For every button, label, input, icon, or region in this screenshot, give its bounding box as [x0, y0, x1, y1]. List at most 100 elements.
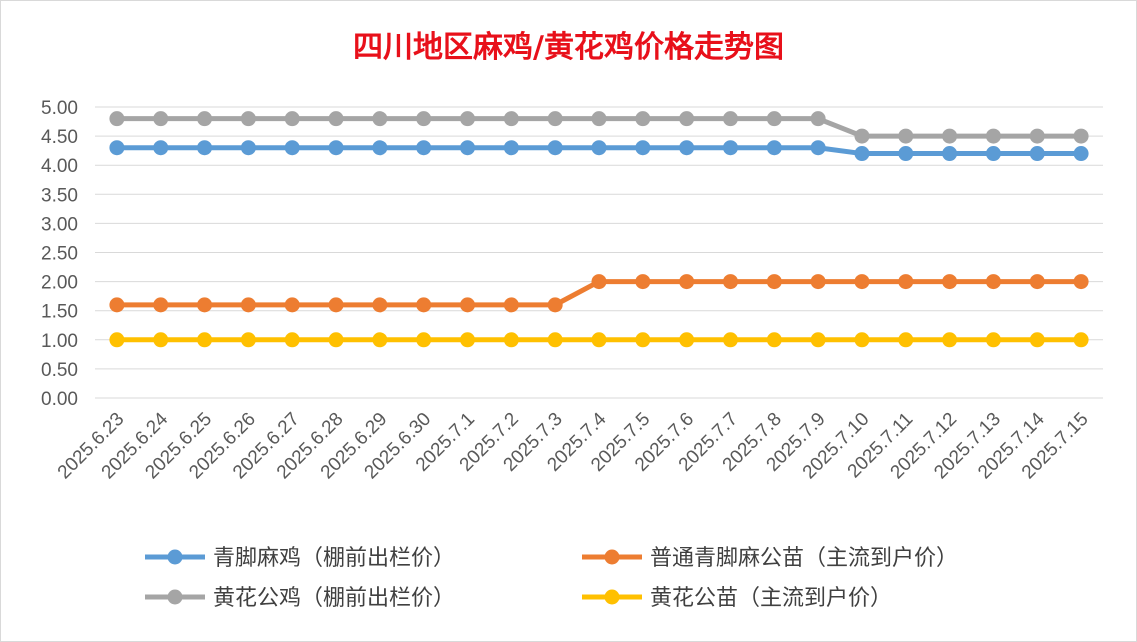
data-point — [1073, 274, 1089, 290]
data-point — [503, 297, 519, 313]
data-point — [240, 140, 256, 156]
legend-item: 普通青脚麻公苗（主流到户价） — [582, 546, 958, 571]
data-point — [460, 111, 476, 127]
data-point — [328, 111, 344, 127]
data-point — [1073, 146, 1089, 162]
data-point — [766, 274, 782, 290]
data-point — [416, 111, 432, 127]
data-point — [547, 332, 563, 348]
y-tick-label: 1.50 — [41, 302, 78, 323]
data-point — [942, 128, 958, 144]
y-tick-label: 0.50 — [41, 360, 78, 381]
data-point — [1029, 332, 1045, 348]
data-point — [197, 140, 213, 156]
legend-swatch-marker — [167, 549, 183, 565]
data-point — [854, 332, 870, 348]
data-point — [985, 128, 1001, 144]
data-point — [372, 332, 388, 348]
data-point — [898, 146, 914, 162]
data-point — [942, 146, 958, 162]
data-point — [197, 111, 213, 127]
data-point — [284, 111, 300, 127]
data-point — [372, 297, 388, 313]
legend-swatch-marker — [167, 589, 183, 605]
data-point — [1073, 128, 1089, 144]
series-1 — [109, 140, 1089, 162]
data-point — [240, 332, 256, 348]
data-point — [547, 140, 563, 156]
data-point — [854, 128, 870, 144]
legend: 青脚麻鸡（棚前出栏价） 普通青脚麻公苗（主流到户价） 黄花公鸡（棚前出栏价） 黄花公苗… — [145, 546, 958, 611]
y-axis-ticks: 0.00 0.50 1.00 1.50 2.00 2.50 3.00 3.50 4.00 4.50… — [41, 98, 78, 410]
data-point — [1029, 146, 1045, 162]
data-point — [722, 332, 738, 348]
series-group — [109, 111, 1089, 348]
data-point — [153, 111, 169, 127]
data-point — [1029, 128, 1045, 144]
data-point — [503, 140, 519, 156]
data-point — [547, 111, 563, 127]
y-tick-label: 2.00 — [41, 273, 78, 294]
series-3 — [109, 111, 1089, 144]
data-point — [854, 146, 870, 162]
data-point — [328, 297, 344, 313]
data-point — [766, 140, 782, 156]
data-point — [372, 140, 388, 156]
y-tick-label: 1.00 — [41, 331, 78, 352]
data-point — [460, 297, 476, 313]
y-tick-label: 3.50 — [41, 185, 78, 206]
legend-swatch-marker — [604, 549, 620, 565]
data-point — [460, 332, 476, 348]
data-point — [898, 332, 914, 348]
data-point — [503, 111, 519, 127]
data-point — [153, 332, 169, 348]
data-point — [109, 111, 125, 127]
data-point — [109, 297, 125, 313]
data-point — [722, 111, 738, 127]
legend-item: 青脚麻鸡（棚前出栏价） — [145, 546, 455, 571]
data-point — [503, 332, 519, 348]
legend-label: 普通青脚麻公苗（主流到户价） — [650, 546, 958, 571]
legend-swatch-marker — [604, 589, 620, 605]
data-point — [985, 146, 1001, 162]
data-point — [547, 297, 563, 313]
data-point — [942, 274, 958, 290]
data-point — [679, 140, 695, 156]
data-point — [766, 332, 782, 348]
data-point — [153, 140, 169, 156]
data-point — [810, 140, 826, 156]
data-point — [372, 111, 388, 127]
legend-label: 黄花公鸡（棚前出栏价） — [213, 586, 455, 611]
data-point — [109, 332, 125, 348]
data-point — [1029, 274, 1045, 290]
y-tick-label: 5.00 — [41, 98, 78, 119]
y-tick-label: 0.00 — [41, 389, 78, 410]
data-point — [416, 332, 432, 348]
data-point — [898, 128, 914, 144]
data-point — [635, 332, 651, 348]
data-point — [854, 274, 870, 290]
y-tick-label: 4.00 — [41, 156, 78, 177]
data-point — [810, 274, 826, 290]
legend-item: 黄花公苗（主流到户价） — [582, 586, 892, 611]
data-point — [153, 297, 169, 313]
data-point — [284, 140, 300, 156]
data-point — [591, 111, 607, 127]
legend-label: 青脚麻鸡（棚前出栏价） — [213, 546, 455, 571]
legend-item: 黄花公鸡（棚前出栏价） — [145, 586, 455, 611]
data-point — [679, 111, 695, 127]
data-point — [284, 332, 300, 348]
chart-title: 四川地区麻鸡/黄花鸡价格走势图 — [353, 30, 784, 65]
data-point — [416, 297, 432, 313]
data-point — [722, 140, 738, 156]
data-point — [766, 111, 782, 127]
data-point — [722, 274, 738, 290]
data-point — [942, 332, 958, 348]
data-point — [591, 332, 607, 348]
data-point — [460, 140, 476, 156]
data-point — [635, 111, 651, 127]
data-point — [328, 140, 344, 156]
data-point — [284, 297, 300, 313]
data-point — [197, 332, 213, 348]
